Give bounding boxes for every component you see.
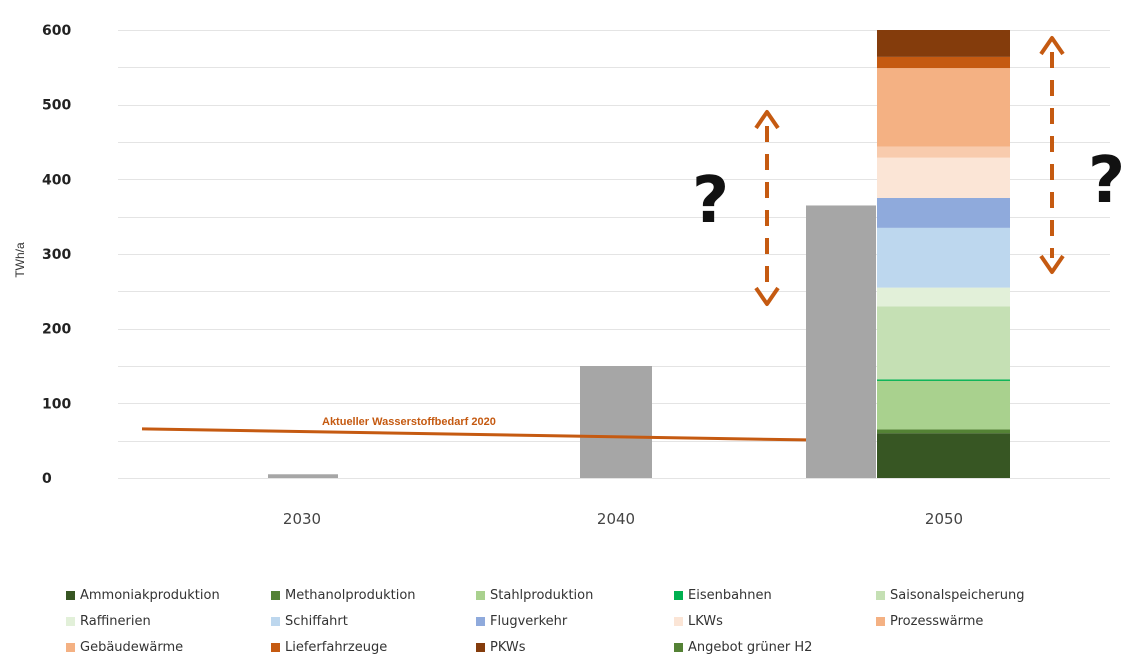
segment-eisenbahnen — [877, 379, 1010, 381]
legend-item: Saisonalspeicherung — [876, 586, 1024, 604]
supply-bar-2040 — [580, 366, 652, 478]
legend-swatch — [66, 642, 75, 652]
stacked-bar-2050 — [877, 30, 1010, 478]
reference-line: Aktueller Wasserstoffbedarf 2020 — [141, 416, 807, 442]
legend-item: Prozesswärme — [876, 612, 983, 630]
segment-geb-udew-rme — [877, 68, 1010, 147]
legend-item: Stahlproduktion — [476, 586, 593, 604]
x-tick-label: 2050 — [925, 510, 963, 528]
y-tick-label: 0 — [42, 471, 52, 487]
y-tick-label: 400 — [42, 172, 71, 188]
legend-swatch — [876, 616, 885, 626]
y-tick-label: 500 — [42, 98, 71, 114]
legend-swatch — [476, 590, 485, 600]
segment-prozessw-rme — [877, 146, 1010, 158]
legend-label: Prozesswärme — [890, 613, 984, 629]
x-axis-ticks: 2030 2040 2050 — [283, 510, 963, 528]
question-mark-right: ? — [1088, 144, 1125, 218]
legend-label: Schiffahrt — [285, 613, 348, 629]
legend-swatch — [66, 590, 75, 600]
question-mark-left: ? — [692, 164, 729, 238]
segment-schiffahrt — [877, 227, 1010, 288]
legend-item: Ammoniakproduktion — [66, 586, 220, 604]
legend-label: Eisenbahnen — [688, 587, 772, 603]
supply-bar-2050 — [806, 205, 876, 478]
y-tick-label: 300 — [42, 247, 71, 263]
legend-item: Eisenbahnen — [674, 586, 772, 604]
legend-label: Gebäudewärme — [80, 639, 184, 655]
legend-swatch — [476, 642, 485, 652]
segment-flugverkehr — [877, 198, 1010, 228]
segment-methanolproduktion — [877, 429, 1010, 434]
segment-ammoniakproduktion — [877, 433, 1010, 478]
bars — [268, 205, 876, 478]
legend-item: LKWs — [674, 612, 723, 630]
annotation-arrows — [754, 36, 1065, 306]
legend-label: Lieferfahrzeuge — [285, 639, 388, 655]
legend-swatch — [674, 616, 683, 626]
segment-lieferfahrzeuge — [877, 56, 1010, 69]
reference-line-path — [141, 427, 807, 442]
legend-item: Lieferfahrzeuge — [271, 638, 387, 656]
arrow-head-down — [754, 286, 780, 306]
legend-label: Saisonalspeicherung — [890, 587, 1025, 603]
legend-label: LKWs — [688, 613, 723, 629]
legend-item: Raffinerien — [66, 612, 151, 630]
legend-item: Schiffahrt — [271, 612, 348, 630]
legend-item: Gebäudewärme — [66, 638, 183, 656]
legend-swatch — [674, 590, 683, 600]
legend-item: PKWs — [476, 638, 526, 656]
reference-line-label: Aktueller Wasserstoffbedarf 2020 — [322, 416, 496, 428]
y-tick-label: 100 — [42, 396, 71, 412]
legend-swatch — [876, 590, 885, 600]
segment-pkws — [877, 30, 1010, 57]
legend-item: Flugverkehr — [476, 612, 567, 630]
legend-label: Raffinerien — [80, 613, 151, 629]
legend-swatch — [66, 616, 75, 626]
segment-raffinerien — [877, 287, 1010, 307]
legend-label: Flugverkehr — [490, 613, 568, 629]
question-marks: ?? — [692, 144, 1125, 238]
legend-swatch — [271, 616, 280, 626]
y-tick-label: 600 — [42, 23, 71, 39]
y-axis-ticks: 0 100 200 300 400 500 600 — [42, 23, 71, 487]
legend-label: PKWs — [490, 639, 526, 655]
legend-label: Methanolproduktion — [285, 587, 416, 603]
legend-label: Stahlproduktion — [490, 587, 594, 603]
segment-saisonalspeicherung — [877, 306, 1010, 380]
segment-stahlproduktion — [877, 380, 1010, 430]
arrow-head-up — [1039, 36, 1065, 56]
x-tick-label: 2040 — [597, 510, 635, 528]
supply-bar-2030 — [268, 474, 338, 478]
y-axis-label: TWh/a — [13, 242, 27, 278]
legend-item: Methanolproduktion — [271, 586, 416, 604]
legend-label: Ammoniakproduktion — [80, 587, 220, 603]
legend-swatch — [271, 590, 280, 600]
arrow-head-up — [754, 110, 780, 130]
arrow-head-down — [1039, 254, 1065, 274]
y-tick-label: 200 — [42, 322, 71, 338]
segment-lkws — [877, 157, 1010, 198]
legend-swatch — [476, 616, 485, 626]
legend-label: Angebot grüner H2 — [688, 639, 813, 655]
legend-item: Angebot grüner H2 — [674, 638, 812, 656]
chart-canvas: 0 100 200 300 400 500 600 TWh/a 2030 2040 2050 A… — [13, 23, 1125, 528]
x-tick-label: 2030 — [283, 510, 321, 528]
legend-swatch — [271, 642, 280, 652]
legend-swatch — [674, 642, 683, 652]
